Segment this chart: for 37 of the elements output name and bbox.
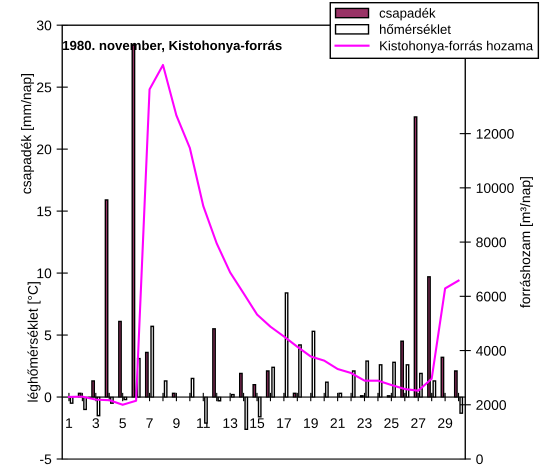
x-tick-label: 9: [173, 418, 180, 428]
line-series: [68, 64, 460, 406]
y-tick-label: 0: [44, 392, 52, 402]
x-tick-label: 23: [357, 418, 372, 428]
y2-tick-label: 0: [476, 454, 483, 464]
y2-tick-label: 12000: [476, 128, 514, 139]
x-tick-label: 27: [411, 418, 426, 428]
x-tick-label: 5: [119, 418, 126, 428]
y2-tick-label: 4000: [476, 346, 506, 356]
text: léghőmérséklet [°C]: [27, 282, 41, 402]
y-tick-label: 30: [36, 20, 52, 30]
y-tick-label: 5: [44, 330, 52, 340]
y-tick-label: -5: [40, 454, 52, 464]
y2-axis-title: forráshozam [m³/nap]: [520, 177, 533, 308]
y-tick-label: 15: [37, 206, 52, 216]
text: 1980. november, Kistohonya-forrás: [63, 40, 282, 53]
x-tick-label: 15: [250, 418, 264, 428]
y2-tick-label: 6000: [476, 292, 506, 302]
x-tick-label: 29: [438, 418, 452, 428]
y2-tick-label: 10000: [476, 183, 514, 194]
x-tick-label: 19: [304, 418, 318, 428]
legend-label: Kistohonya-forrás hozama: [380, 40, 534, 54]
y2-tick-label: 8000: [476, 237, 506, 248]
legend-label: hőmérséklet: [380, 24, 451, 34]
legend-label: csapadék: [380, 8, 436, 20]
y-tick-label: 20: [37, 144, 52, 154]
y-tick-label: 10: [37, 268, 52, 278]
x-tick-label: 7: [146, 418, 153, 428]
y-axis-title: csapadék [mm/nap]: [20, 74, 34, 194]
y-tick-label: 25: [37, 82, 52, 92]
x-tick-label: 13: [223, 418, 238, 428]
y2-tick-label: 2000: [476, 400, 506, 410]
x-tick-label: 3: [92, 418, 100, 428]
x-tick-label: 17: [277, 418, 291, 428]
x-tick-label: 1: [66, 418, 72, 428]
x-tick-label: 25: [384, 418, 399, 428]
x-tick-label: 21: [330, 418, 345, 428]
